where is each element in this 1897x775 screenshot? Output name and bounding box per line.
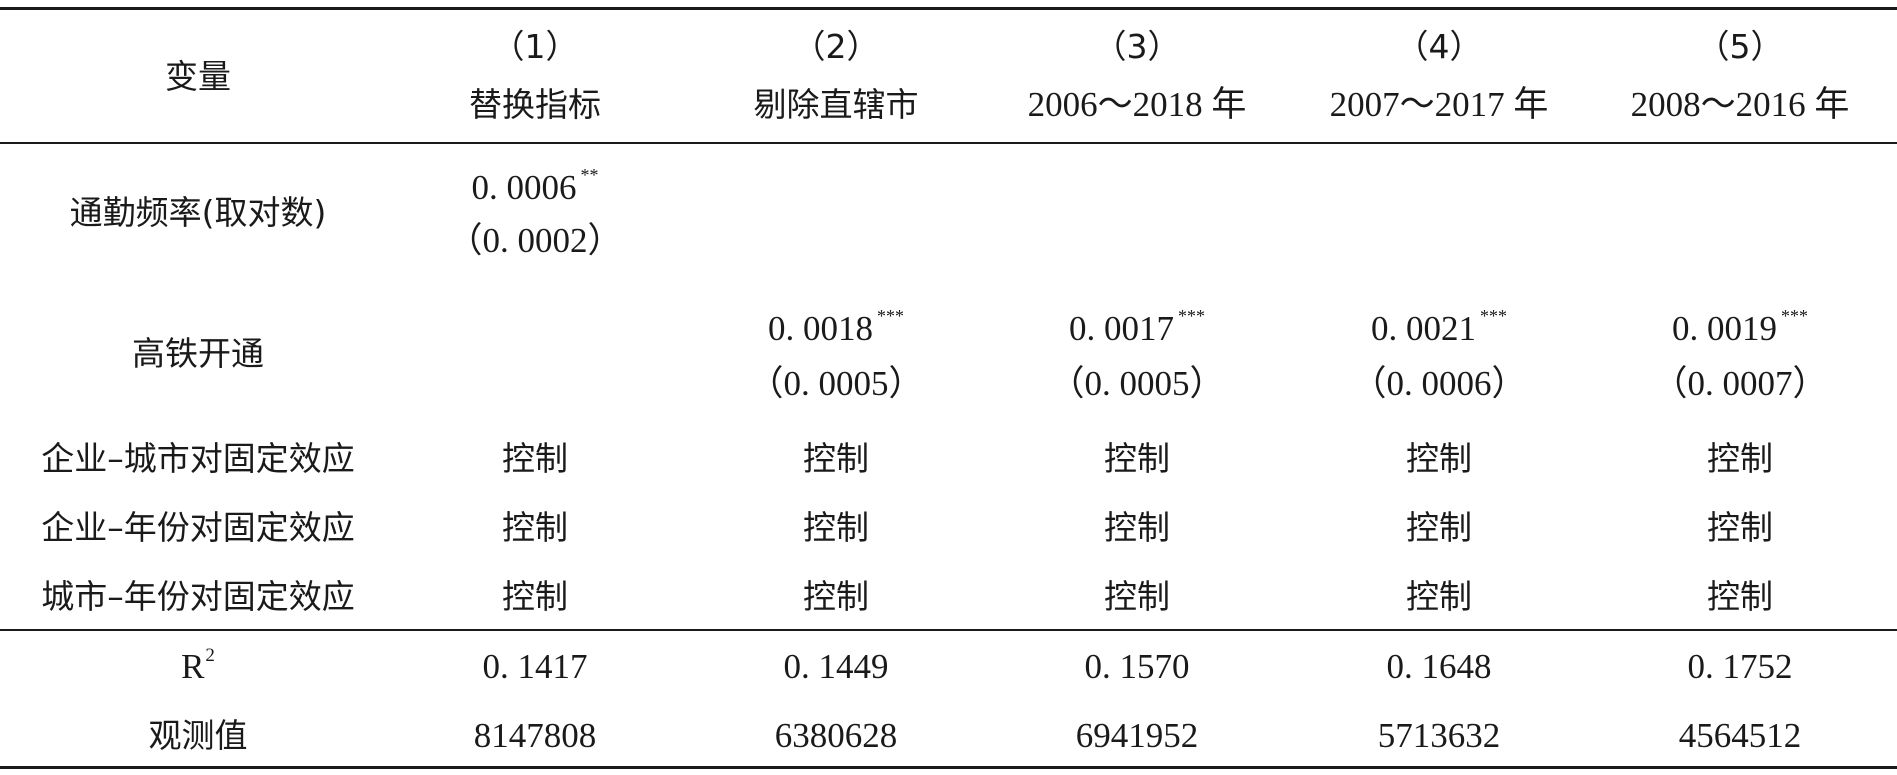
observations-col-4: 5713632 [1377,716,1501,755]
header-col-4-number: （4） [1395,27,1483,66]
header-rule [0,142,1897,144]
city-year-fe-col-2: 控制 [803,577,869,616]
firm-city-fe-col-2: 控制 [803,439,869,478]
firm-city-fe-col-5: 控制 [1707,439,1773,478]
city-year-fe-col-4: 控制 [1406,577,1472,616]
row-label-city-year-fe: 城市–年份对固定效应 [41,577,355,616]
header-col-5-number: （5） [1696,27,1784,66]
firm-year-fe-col-1: 控制 [502,508,568,547]
hsr-se-col-5: （0. 0007） [1652,364,1828,403]
significance-stars: *** [1781,306,1808,326]
row-label-firm-city-fe: 企业–城市对固定效应 [41,439,355,478]
header-col-1-label: 替换指标 [469,85,601,124]
city-year-fe-col-1: 控制 [502,577,568,616]
row-label-observations: 观测值 [148,716,248,755]
observations-col-5: 4564512 [1678,716,1802,755]
hsr-coef-col-2: 0. 0018 *** [768,306,904,348]
top-rule [0,7,1897,10]
r-squared-col-2: 0. 1449 [783,647,889,686]
r-squared-col-1: 0. 1417 [482,647,588,686]
firm-city-fe-col-1: 控制 [502,439,568,478]
row-label-r-squared: R2 [181,645,215,686]
firm-city-fe-col-4: 控制 [1406,439,1472,478]
hsr-coef-col-4: 0. 0021 *** [1371,306,1507,348]
firm-city-fe-col-3: 控制 [1104,439,1170,478]
significance-stars: *** [1178,306,1205,326]
observations-col-1: 8147808 [473,716,597,755]
header-col-2-number: （2） [792,27,880,66]
r-squared-col-3: 0. 1570 [1084,647,1190,686]
header-col-4-label: 2007～2017 年 [1329,85,1549,124]
hsr-se-col-3: （0. 0005） [1049,364,1225,403]
stats-rule [0,629,1897,631]
header-col-3-number: （3） [1093,27,1181,66]
row-label-firm-year-fe: 企业–年份对固定效应 [41,508,355,547]
firm-year-fe-col-3: 控制 [1104,508,1170,547]
header-col-5-label: 2008～2016 年 [1630,85,1850,124]
hsr-se-col-4: （0. 0006） [1351,364,1527,403]
city-year-fe-col-3: 控制 [1104,577,1170,616]
header-variable: 变量 [165,57,231,96]
commute-coef-col-1: 0. 0006 ** [471,165,599,207]
row-label-commute: 通勤频率(取对数) [69,193,327,232]
city-year-fe-col-5: 控制 [1707,577,1773,616]
observations-col-3: 6941952 [1075,716,1199,755]
significance-stars: *** [877,306,904,326]
significance-stars: *** [1480,306,1507,326]
r-squared-col-4: 0. 1648 [1386,647,1492,686]
r-squared-col-5: 0. 1752 [1687,647,1793,686]
significance-stars: ** [580,165,599,185]
header-col-1-number: （1） [491,27,579,66]
row-label-hsr: 高铁开通 [132,334,264,373]
firm-year-fe-col-5: 控制 [1707,508,1773,547]
bottom-rule [0,766,1897,769]
header-col-3-label: 2006～2018 年 [1027,85,1247,124]
hsr-coef-col-5: 0. 0019 *** [1672,306,1808,348]
hsr-coef-col-3: 0. 0017 *** [1069,306,1205,348]
firm-year-fe-col-4: 控制 [1406,508,1472,547]
hsr-se-col-2: （0. 0005） [748,364,924,403]
firm-year-fe-col-2: 控制 [803,508,869,547]
commute-se-col-1: （0. 0002） [447,221,623,260]
header-col-2-label: 剔除直辖市 [753,85,919,124]
observations-col-2: 6380628 [774,716,898,755]
